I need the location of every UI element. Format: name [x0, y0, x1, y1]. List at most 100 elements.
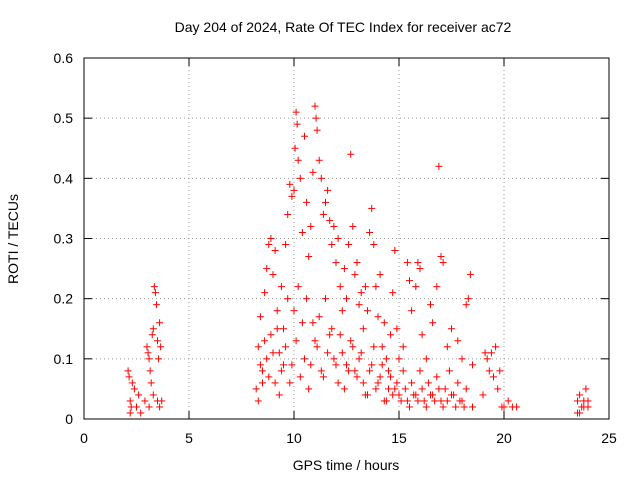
data-point: [412, 283, 420, 291]
data-point: [378, 361, 386, 369]
data-point: [582, 385, 590, 393]
data-point: [288, 192, 296, 200]
data-point: [481, 349, 489, 357]
y-tick-labels: 0 0.1 0.2 0.3 0.4 0.5 0.6: [54, 50, 74, 427]
data-point: [275, 349, 283, 357]
data-point: [483, 355, 491, 363]
data-point: [464, 295, 472, 303]
data-point: [313, 343, 321, 351]
data-point: [290, 186, 298, 194]
data-point: [305, 385, 313, 393]
data-point: [319, 210, 327, 218]
data-point: [416, 367, 424, 375]
data-point: [584, 403, 592, 411]
data-point: [403, 259, 411, 267]
data-point: [293, 120, 301, 128]
data-point: [378, 343, 386, 351]
x-tick-label: 15: [391, 430, 407, 446]
data-point: [431, 397, 439, 405]
data-point: [286, 180, 294, 188]
data-point: [361, 283, 369, 291]
data-point: [315, 156, 323, 164]
data-point: [303, 198, 311, 206]
data-point: [311, 337, 319, 345]
data-point: [462, 385, 470, 393]
data-point: [420, 397, 428, 405]
data-point: [485, 367, 493, 375]
data-point: [416, 265, 424, 273]
data-point: [330, 222, 338, 230]
x-tick-label: 0: [80, 430, 88, 446]
data-point: [445, 367, 453, 375]
data-point: [328, 241, 336, 249]
data-point: [265, 241, 273, 249]
data-point: [292, 108, 300, 116]
data-point: [152, 301, 160, 309]
data-point: [290, 307, 298, 315]
x-tick-labels: 0 5 10 15 20 25: [80, 430, 617, 446]
y-tick-label: 0.1: [54, 351, 74, 367]
data-point: [437, 397, 445, 405]
data-point: [347, 337, 355, 345]
data-point: [294, 283, 302, 291]
data-point: [500, 403, 508, 411]
data-point: [141, 397, 149, 405]
data-point: [322, 295, 329, 303]
data-point: [275, 391, 283, 399]
data-point: [355, 301, 363, 309]
data-point: [353, 373, 361, 381]
data-point: [437, 253, 445, 261]
data-point: [292, 337, 300, 345]
data-point: [414, 397, 422, 405]
y-tick-label: 0: [65, 411, 73, 427]
data-point: [269, 271, 277, 279]
data-point: [315, 313, 323, 321]
data-point: [288, 361, 296, 369]
data-point: [267, 235, 275, 242]
data-point: [286, 379, 294, 387]
data-point: [149, 325, 157, 333]
data-point: [317, 174, 325, 182]
x-axis-label: GPS time / hours: [293, 457, 400, 473]
data-point: [156, 403, 164, 411]
data-point: [395, 355, 403, 363]
data-point: [345, 367, 353, 375]
data-point: [403, 397, 411, 405]
data-point: [370, 343, 378, 351]
data-point: [450, 391, 458, 399]
data-point: [574, 409, 581, 417]
data-point: [147, 379, 155, 387]
data-point: [269, 349, 277, 357]
data-point: [458, 355, 466, 363]
data-point: [336, 283, 344, 291]
data-point: [259, 379, 266, 387]
data-point: [277, 283, 285, 291]
data-point: [452, 403, 460, 411]
data-point: [265, 373, 273, 381]
data-point: [361, 391, 369, 399]
data-point: [334, 235, 342, 242]
data-point: [448, 325, 455, 333]
data-point: [374, 379, 382, 387]
data-point: [130, 385, 138, 393]
data-point: [408, 307, 416, 315]
data-point: [454, 337, 462, 345]
data-point: [382, 397, 390, 405]
data-point: [326, 331, 334, 339]
data-point: [317, 367, 325, 375]
data-point: [254, 397, 262, 405]
y-tick-label: 0.2: [54, 291, 74, 307]
data-point: [349, 343, 357, 351]
data-point: [256, 361, 264, 369]
x-tick-label: 10: [286, 430, 302, 446]
data-point: [328, 325, 336, 333]
data-point: [424, 379, 432, 387]
data-point: [454, 379, 462, 387]
data-point: [280, 361, 287, 369]
data-point: [273, 307, 281, 315]
data-point: [124, 367, 132, 375]
data-point: [399, 367, 407, 375]
data-point: [406, 277, 413, 285]
y-tick-label: 0.6: [54, 50, 74, 66]
